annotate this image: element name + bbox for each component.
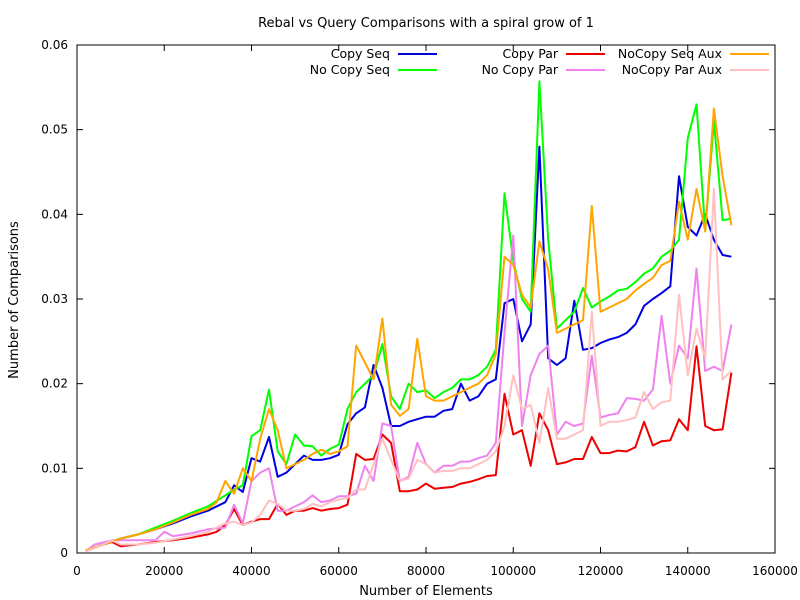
x-tick-label: 60000	[320, 564, 358, 578]
y-axis-title: Number of Comparisons	[7, 221, 22, 379]
legend-label-no-copy-seq: No Copy Seq	[310, 62, 390, 77]
legend-label-no-copy-par: No Copy Par	[482, 62, 559, 77]
y-tick-label: 0.04	[41, 207, 68, 221]
legend-label-copy-seq: Copy Seq	[331, 46, 390, 61]
x-tick-label: 80000	[407, 564, 445, 578]
series-line-copy-par	[85, 345, 733, 553]
y-tick-label: 0.05	[41, 123, 68, 137]
x-tick-label: 40000	[232, 564, 270, 578]
plot-frame	[76, 44, 776, 554]
x-axis-title: Number of Elements	[359, 584, 493, 599]
series-line-copy-seq	[85, 145, 732, 552]
x-tick-label: 100000	[490, 564, 536, 578]
series-line-no-copy-seq	[85, 80, 732, 552]
x-tick-label: 160000	[752, 564, 798, 578]
x-tick-label: 120000	[578, 564, 624, 578]
series-line-nocopy-par-aux	[85, 187, 733, 553]
legend-label-nocopy-par-aux: NoCopy Par Aux	[622, 62, 722, 77]
x-axis-ticks: 0 20000 40000 60000 80000 100000 120000 140000 1…	[73, 45, 798, 578]
y-tick-label: 0.01	[41, 461, 68, 475]
x-tick-label: 0	[73, 564, 81, 578]
chart-title: Rebal vs Query Comparisons with a spiral…	[258, 16, 594, 31]
y-tick-label: 0.02	[41, 377, 68, 391]
legend-label-nocopy-seq-aux: NoCopy Seq Aux	[618, 46, 722, 61]
y-tick-label: 0.06	[41, 38, 68, 52]
legend-label-copy-par: Copy Par	[503, 46, 559, 61]
x-tick-label: 140000	[665, 564, 711, 578]
y-tick-label: 0.03	[41, 292, 68, 306]
series-lines	[85, 80, 733, 553]
series-line-nocopy-seq-aux	[85, 107, 733, 552]
y-axis-ticks: 0 0.01 0.02 0.03 0.04 0.05 0.06	[41, 38, 775, 560]
y-tick-label: 0	[60, 546, 68, 560]
x-tick-label: 20000	[145, 564, 183, 578]
